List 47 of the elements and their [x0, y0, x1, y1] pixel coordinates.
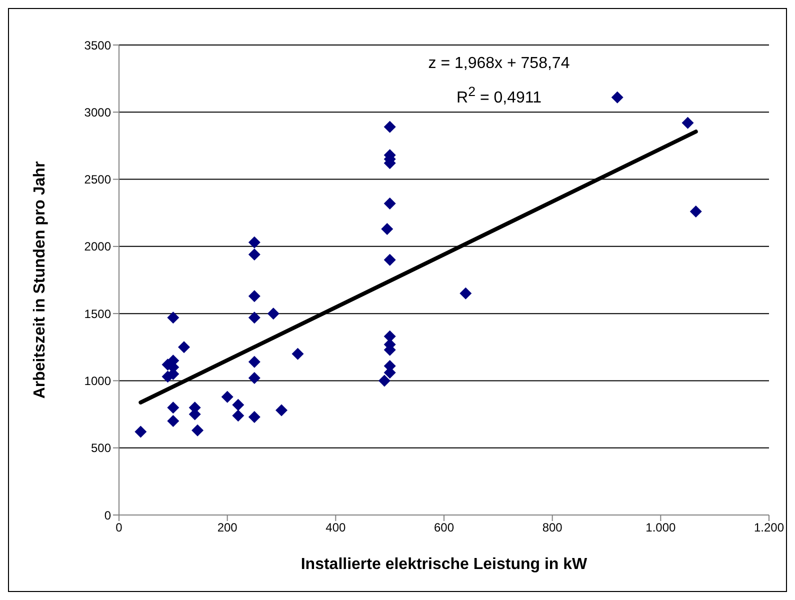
x-tick-label: 200: [217, 520, 238, 535]
x-tick-label: 0: [116, 520, 123, 535]
y-tick-label: 500: [90, 441, 112, 456]
point: [384, 197, 396, 210]
point: [167, 402, 180, 414]
point: [178, 341, 190, 354]
point: [267, 308, 280, 320]
x-tick-label: 400: [326, 520, 346, 535]
point: [378, 374, 390, 387]
point: [192, 424, 204, 436]
point: [248, 312, 260, 324]
y-tick-label: 1500: [84, 306, 112, 321]
y-tick-label: 2500: [84, 172, 112, 187]
point: [248, 410, 260, 423]
point: [167, 312, 180, 324]
x-tick-label: 600: [434, 520, 454, 535]
x-tick-label: 800: [542, 520, 563, 535]
point: [384, 120, 396, 133]
annotation: R$^{2}$ = 0,4911: [456, 84, 542, 108]
point: [167, 415, 180, 427]
point: [221, 390, 234, 403]
point: [248, 236, 260, 248]
x-axis-title: Installierte elektrische Leistung in kW: [300, 556, 588, 573]
point: [248, 356, 260, 368]
x-tick-label: 1.000: [646, 520, 676, 535]
point: [381, 222, 394, 235]
point: [276, 404, 288, 416]
point: [292, 348, 304, 360]
x-tick-label: 1.200: [754, 520, 784, 535]
y-axis-title: Arbeitszeit in Stunden pro Jahr: [32, 161, 49, 399]
point: [611, 91, 624, 104]
annotation: z = 1,968x + 758,74: [427, 55, 571, 73]
point: [134, 426, 147, 438]
y-tick-label: 3000: [84, 105, 112, 120]
y-tick-label: 0: [104, 508, 112, 522]
point: [460, 287, 472, 300]
y-tick-label: 3500: [84, 38, 112, 52]
point: [232, 410, 244, 422]
point: [232, 398, 244, 411]
point: [682, 116, 694, 129]
y-tick-label: 1000: [84, 374, 112, 388]
y-tick-label: 2000: [84, 240, 112, 254]
point: [690, 206, 702, 218]
point: [248, 372, 260, 384]
point: [248, 290, 260, 302]
point: [248, 248, 260, 260]
point: [384, 254, 396, 266]
